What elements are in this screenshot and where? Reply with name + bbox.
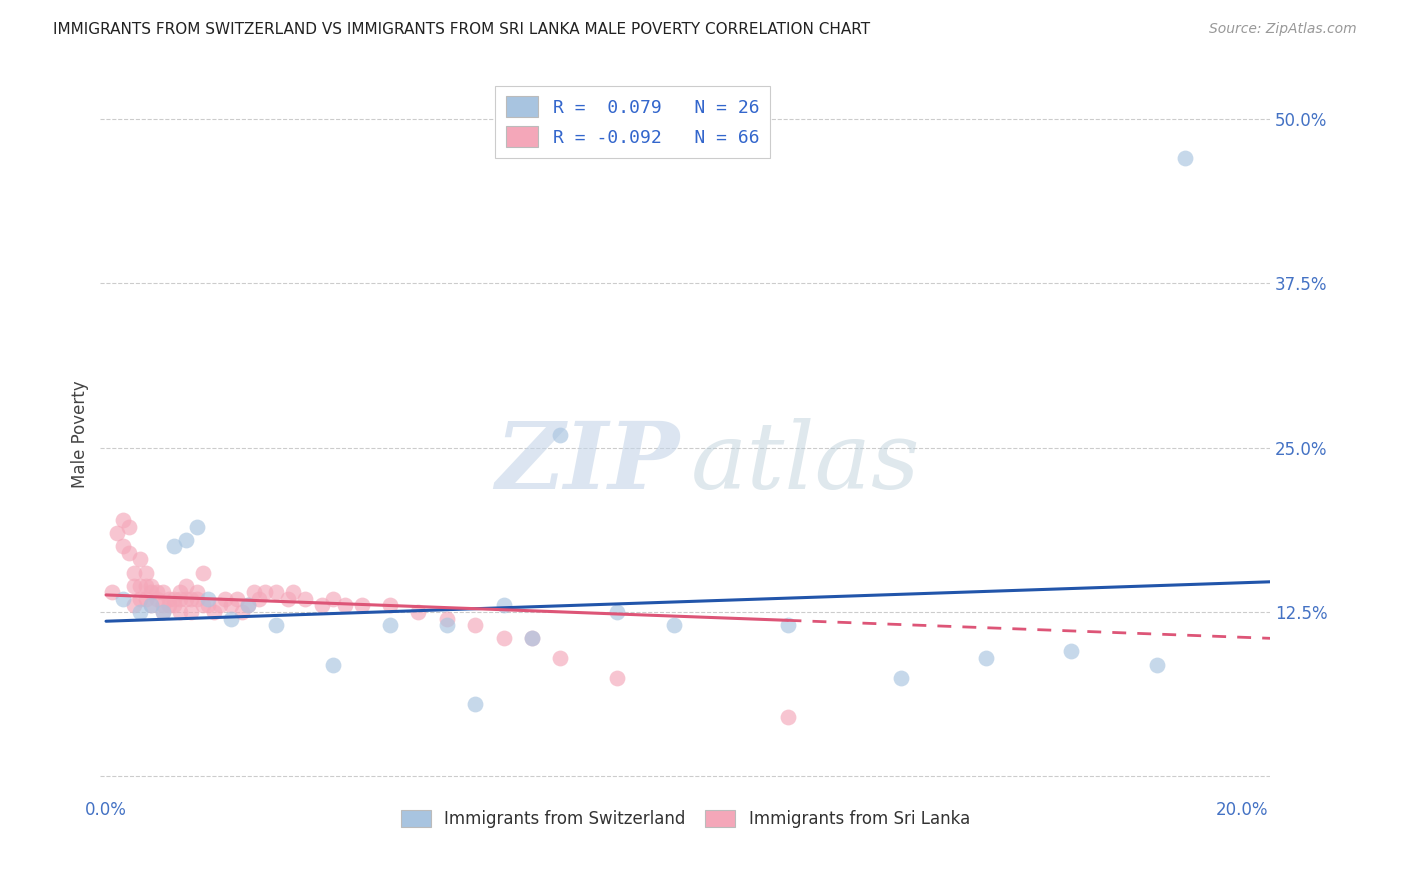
Legend: Immigrants from Switzerland, Immigrants from Sri Lanka: Immigrants from Switzerland, Immigrants … [394, 804, 977, 835]
Point [135, 579, 157, 593]
Point [1060, 644, 1083, 658]
Point [464, 697, 486, 711]
Point [436, 611, 458, 625]
Point [135, 566, 157, 580]
Point [157, 591, 180, 606]
Point [520, 632, 543, 646]
Point [464, 618, 486, 632]
Point [436, 618, 458, 632]
Point [1146, 657, 1168, 672]
Text: ZIP: ZIP [495, 418, 679, 508]
Point [333, 599, 356, 613]
Point [141, 599, 163, 613]
Text: atlas: atlas [692, 418, 921, 508]
Point [152, 605, 174, 619]
Point [254, 585, 277, 599]
Point [135, 591, 157, 606]
Point [169, 585, 191, 599]
Point [550, 427, 572, 442]
Point [152, 605, 174, 619]
Point [169, 591, 191, 606]
Point [112, 513, 135, 527]
Point [118, 519, 141, 533]
Point [146, 591, 169, 606]
Point [662, 618, 685, 632]
Point [112, 539, 135, 553]
Point [112, 591, 135, 606]
Point [520, 632, 543, 646]
Point [408, 605, 430, 619]
Text: Source: ZipAtlas.com: Source: ZipAtlas.com [1209, 22, 1357, 37]
Point [124, 566, 146, 580]
Point [124, 579, 146, 593]
Point [163, 539, 186, 553]
Point [225, 591, 247, 606]
Point [236, 599, 259, 613]
Text: IMMIGRANTS FROM SWITZERLAND VS IMMIGRANTS FROM SRI LANKA MALE POVERTY CORRELATIO: IMMIGRANTS FROM SWITZERLAND VS IMMIGRANT… [53, 22, 870, 37]
Point [186, 519, 208, 533]
Point [219, 611, 242, 625]
Point [208, 599, 231, 613]
Point [186, 585, 208, 599]
Point [214, 591, 236, 606]
Point [118, 546, 141, 560]
Point [606, 605, 628, 619]
Y-axis label: Male Poverty: Male Poverty [72, 381, 89, 488]
Point [129, 552, 152, 566]
Point [129, 591, 152, 606]
Point [294, 591, 316, 606]
Point [219, 599, 242, 613]
Point [141, 585, 163, 599]
Point [129, 579, 152, 593]
Point [174, 579, 197, 593]
Point [141, 579, 163, 593]
Point [180, 591, 202, 606]
Point [974, 651, 997, 665]
Point [231, 605, 253, 619]
Point [129, 605, 152, 619]
Point [105, 526, 128, 541]
Point [247, 591, 270, 606]
Point [277, 591, 299, 606]
Point [157, 599, 180, 613]
Point [163, 599, 186, 613]
Point [311, 599, 333, 613]
Point [180, 605, 202, 619]
Point [191, 599, 214, 613]
Point [186, 591, 208, 606]
Point [202, 605, 225, 619]
Point [1174, 152, 1197, 166]
Point [191, 566, 214, 580]
Point [492, 599, 515, 613]
Point [550, 651, 572, 665]
Point [606, 671, 628, 685]
Point [146, 585, 169, 599]
Point [378, 618, 401, 632]
Point [197, 591, 219, 606]
Point [197, 599, 219, 613]
Point [152, 585, 174, 599]
Point [266, 618, 288, 632]
Point [492, 632, 515, 646]
Point [266, 585, 288, 599]
Point [378, 599, 401, 613]
Point [152, 599, 174, 613]
Point [141, 599, 163, 613]
Point [242, 585, 264, 599]
Point [169, 605, 191, 619]
Point [890, 671, 912, 685]
Point [163, 591, 186, 606]
Point [174, 591, 197, 606]
Point [322, 591, 344, 606]
Point [350, 599, 373, 613]
Point [776, 710, 799, 724]
Point [236, 599, 259, 613]
Point [124, 599, 146, 613]
Point [100, 585, 122, 599]
Point [322, 657, 344, 672]
Point [174, 533, 197, 547]
Point [776, 618, 799, 632]
Point [283, 585, 305, 599]
